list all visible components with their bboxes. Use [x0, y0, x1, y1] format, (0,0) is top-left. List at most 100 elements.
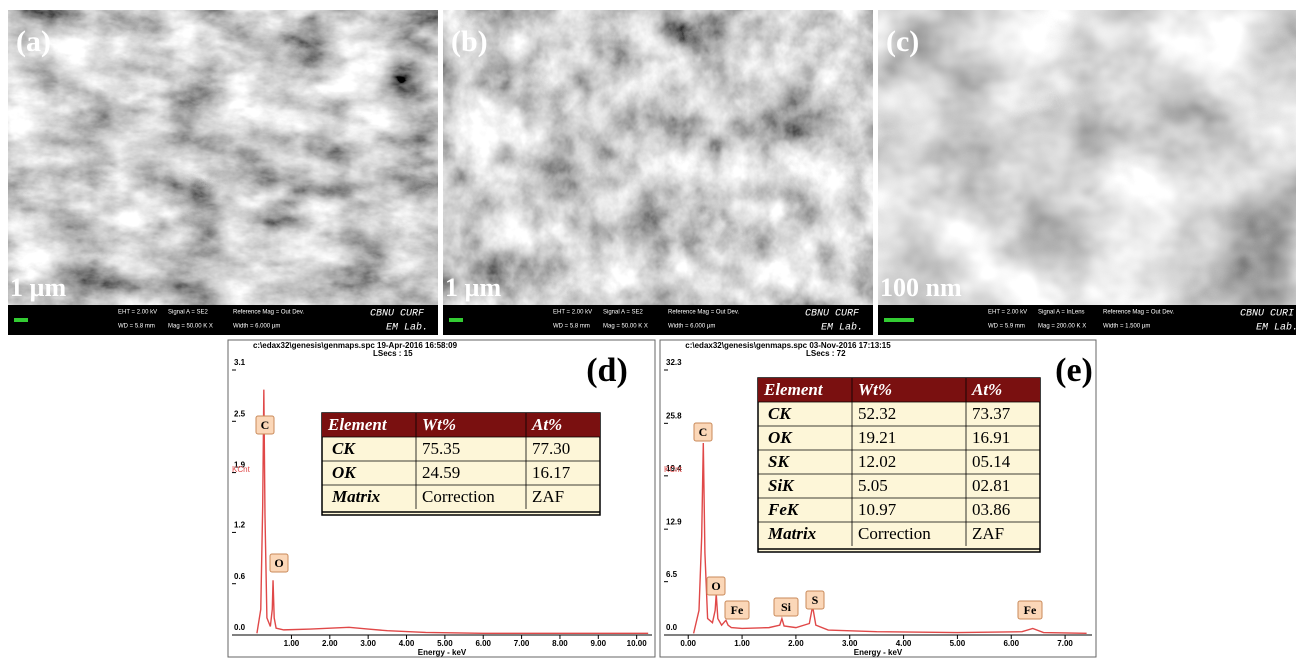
peak-label-box: [693, 422, 713, 442]
info-text: Mag = 50.00 K X: [603, 324, 648, 330]
x-tick-label: 2.00: [788, 639, 804, 648]
x-tick-label: 8.00: [552, 639, 568, 648]
info-text: EHT = 2.00 kV: [988, 310, 1027, 316]
table-cell: 16.17: [532, 463, 571, 482]
peak-label: C: [261, 418, 270, 432]
y-tick-label: 0.0: [666, 623, 678, 632]
info-bar: [878, 305, 1296, 335]
peak-label-box: [269, 553, 289, 573]
panel-label: (a): [16, 25, 51, 58]
x-tick-label: 2.00: [322, 639, 338, 648]
x-axis-label: Energy - keV: [418, 648, 467, 657]
x-tick-label: 5.00: [437, 639, 453, 648]
peak-label-box: [773, 597, 799, 617]
x-tick-label: 5.00: [950, 639, 966, 648]
table-cell: 16.91: [972, 428, 1010, 447]
table-cell: Matrix: [767, 524, 817, 543]
peak-label-box: [706, 576, 726, 596]
scale-bar: [14, 318, 28, 322]
table-cell: 03.86: [972, 500, 1010, 519]
table-cell: 77.30: [532, 439, 570, 458]
lab-text: EM Lab.: [386, 322, 428, 334]
table-header-cell: Wt%: [858, 380, 892, 399]
peak-label-box: [805, 590, 825, 610]
spectrum-line: [692, 443, 1087, 635]
table-cell: Correction: [422, 487, 495, 506]
x-tick-label: 7.00: [1057, 639, 1073, 648]
y-tick-label: 12.9: [666, 517, 682, 526]
table-cell: 19.21: [858, 428, 896, 447]
table-cell: SK: [768, 452, 790, 471]
table-cell: SiK: [768, 476, 795, 495]
x-tick-label: 6.00: [1003, 639, 1019, 648]
table-cell: 73.37: [972, 404, 1011, 423]
table-header-cell: Element: [327, 415, 388, 434]
lab-text: EM Lab.: [1256, 322, 1296, 334]
panel-label: (c): [886, 25, 919, 58]
x-tick-label: 10.00: [627, 639, 648, 648]
y-tick-label: 6.5: [666, 570, 678, 579]
info-text: Reference Mag = Out Dev.: [1103, 310, 1174, 316]
y-tick-label: 1.9: [234, 461, 246, 470]
table-cell: 10.97: [858, 500, 897, 519]
info-text: Mag = 200.00 K X: [1038, 324, 1086, 330]
y-tick-label: 19.4: [666, 464, 682, 473]
table-cell: 12.02: [858, 452, 896, 471]
table-cell: Correction: [858, 524, 931, 543]
peak-label-box: [724, 600, 750, 620]
y-tick-label: 1.2: [234, 521, 246, 530]
table-cell: ZAF: [532, 487, 564, 506]
x-tick-label: 1.00: [284, 639, 300, 648]
y-tick-label: 0.0: [234, 623, 246, 632]
table-header-bg: [758, 378, 1040, 402]
peak-label: Si: [781, 600, 792, 614]
table-cell: 75.35: [422, 439, 460, 458]
table-cell: 05.14: [972, 452, 1011, 471]
x-tick-label: 9.00: [591, 639, 607, 648]
y-axis-label: KCnt: [232, 465, 251, 474]
sem-image: [443, 10, 873, 305]
info-text: Signal A = SE2: [168, 310, 209, 316]
lab-text: EM Lab.: [821, 322, 863, 334]
lab-text: CBNU CURF: [370, 309, 425, 320]
peak-label-box: [255, 415, 275, 435]
info-bar: [443, 305, 873, 335]
panel-label: (d): [586, 352, 628, 389]
info-text: WD = 5.8 mm: [118, 324, 155, 330]
table-cell: 02.81: [972, 476, 1010, 495]
info-text: WD = 5.9 mm: [988, 324, 1025, 330]
y-tick-label: 2.5: [234, 409, 246, 418]
peak-label: C: [699, 425, 708, 439]
scale-bar: [449, 318, 463, 322]
lab-text: CBNU CURI: [1240, 309, 1294, 320]
x-tick-label: 7.00: [514, 639, 530, 648]
info-text: EHT = 2.00 kV: [118, 310, 157, 316]
y-tick-label: 25.8: [666, 411, 682, 420]
table-header-bg: [322, 413, 600, 437]
table-cell: 24.59: [422, 463, 460, 482]
peak-label: Fe: [731, 603, 744, 617]
info-text: Mag = 50.00 K X: [168, 324, 213, 330]
peak-label: O: [274, 556, 283, 570]
x-tick-label: 0.00: [680, 639, 696, 648]
table-cell: CK: [332, 439, 356, 458]
info-text: Width = 6.000 µm: [233, 324, 280, 330]
peak-label: S: [812, 593, 819, 607]
lab-text: CBNU CURF: [805, 309, 860, 320]
panel-label: (b): [451, 25, 488, 58]
scale-bar: [884, 318, 914, 322]
table-header-cell: At%: [971, 380, 1002, 399]
table-cell: ZAF: [972, 524, 1004, 543]
scale-label: 1 µm: [10, 273, 66, 302]
info-text: EHT = 2.00 kV: [553, 310, 592, 316]
x-tick-label: 1.00: [734, 639, 750, 648]
info-text: WD = 5.8 mm: [553, 324, 590, 330]
y-tick-label: 3.1: [234, 358, 246, 367]
scale-label: 100 nm: [880, 273, 962, 302]
spectrum-header: c:\edax32\genesis\genmaps.spc 03-Nov-201…: [685, 341, 891, 350]
table-cell: OK: [768, 428, 793, 447]
x-tick-label: 6.00: [475, 639, 491, 648]
info-bar: [8, 305, 438, 335]
x-axis-label: Energy - keV: [854, 648, 903, 657]
